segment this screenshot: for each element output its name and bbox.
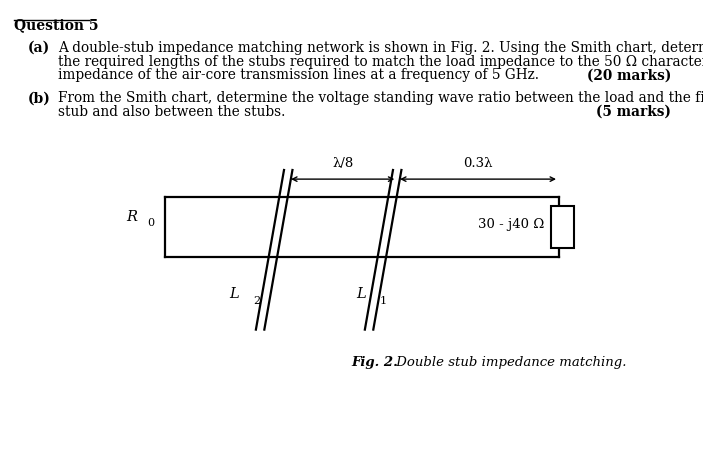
Text: 1: 1 <box>380 295 387 305</box>
Text: L: L <box>229 287 239 300</box>
Text: 0.3λ: 0.3λ <box>463 157 493 170</box>
Text: 2: 2 <box>253 295 260 305</box>
Text: A double-stub impedance matching network is shown in Fig. 2. Using the Smith cha: A double-stub impedance matching network… <box>58 41 703 55</box>
Text: (5 marks): (5 marks) <box>596 105 671 119</box>
Text: λ/8: λ/8 <box>332 157 354 170</box>
Text: R: R <box>127 209 138 223</box>
Text: (20 marks): (20 marks) <box>587 68 671 82</box>
Text: 0: 0 <box>148 218 155 228</box>
Text: Question 5: Question 5 <box>14 18 98 32</box>
Text: (a): (a) <box>28 41 51 55</box>
Text: (b): (b) <box>28 91 51 105</box>
Text: Double stub impedance matching.: Double stub impedance matching. <box>392 355 626 368</box>
Text: the required lengths of the stubs required to match the load impedance to the 50: the required lengths of the stubs requir… <box>58 55 703 69</box>
Text: stub and also between the stubs.: stub and also between the stubs. <box>58 105 285 119</box>
Text: L: L <box>356 287 366 300</box>
Text: Fig. 2.: Fig. 2. <box>352 355 399 368</box>
Text: From the Smith chart, determine the voltage standing wave ratio between the load: From the Smith chart, determine the volt… <box>58 91 703 105</box>
Text: 30 - j40 Ω: 30 - j40 Ω <box>477 217 544 230</box>
Bar <box>551 207 574 248</box>
Text: impedance of the air-core transmission lines at a frequency of 5 GHz.: impedance of the air-core transmission l… <box>58 68 538 82</box>
